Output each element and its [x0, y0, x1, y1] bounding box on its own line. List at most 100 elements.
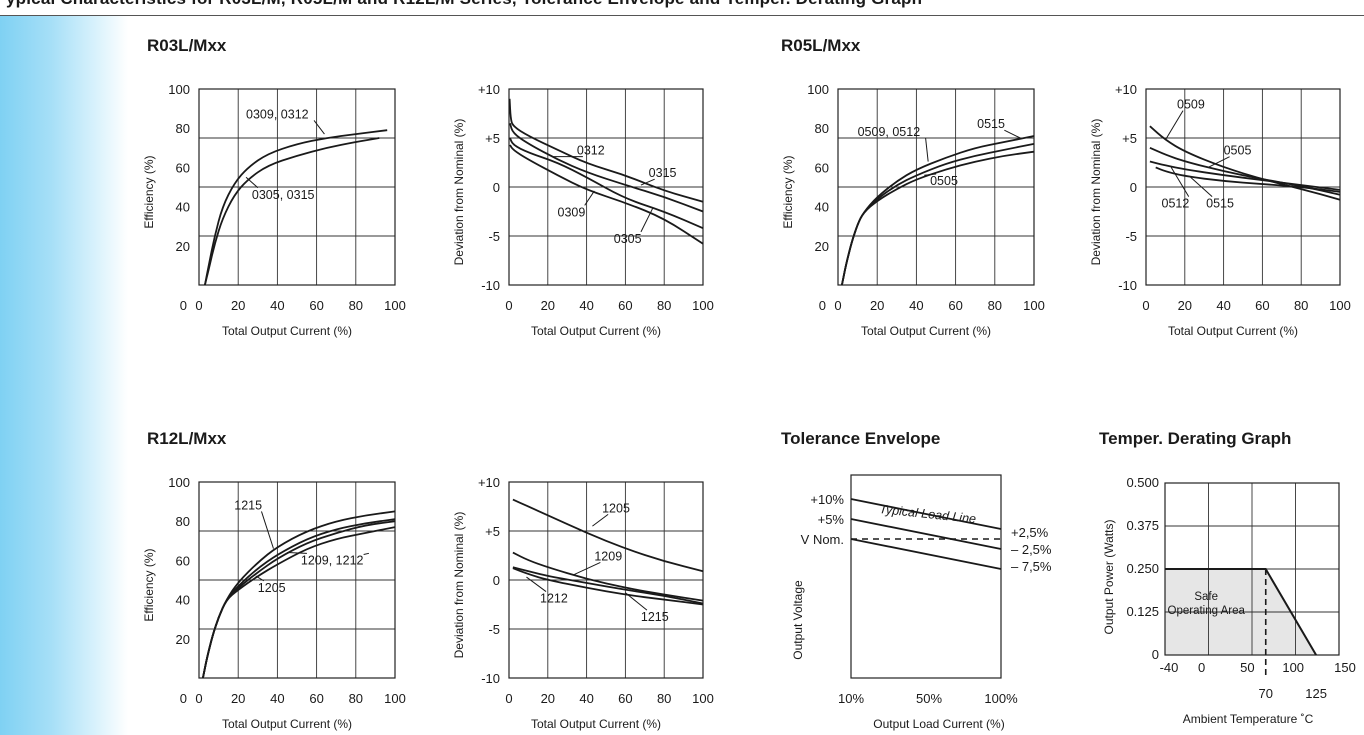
r05-dev-leader-1 [1207, 156, 1230, 168]
r12-dev-frame [508, 481, 704, 679]
r12-dev-xtick: 0 [505, 691, 512, 706]
r03-dev-xtick: 60 [618, 298, 632, 313]
r03-eff-xlabel: Total Output Current (%) [222, 324, 352, 338]
r03-dev-series-2 [509, 137, 704, 230]
derating-ytick: 0.500 [1126, 475, 1159, 490]
r12-dev-leader-1 [572, 561, 601, 576]
r12-eff-ytick: 40 [176, 593, 190, 608]
r03-dev-xtick: 40 [579, 298, 593, 313]
r05-eff-ytick: 20 [815, 239, 829, 254]
r12-dev-xtick: 20 [541, 691, 555, 706]
tolerance-annotation: Typical Load Line [879, 502, 977, 526]
r05-eff-leader-0 [1004, 129, 1021, 139]
tolerance-series-2 [850, 538, 1002, 570]
r03-eff-ytick: 80 [176, 121, 190, 136]
r05-eff-frame [837, 88, 1035, 286]
r03-dev-series-0 [508, 98, 704, 203]
r12-dev-leader-0 [592, 513, 609, 527]
tolerance-left-label: V Nom. [801, 532, 844, 547]
r12-dev-ytick: +5 [485, 524, 500, 539]
r05-dev-xtick: 40 [1216, 298, 1230, 313]
r05-dev-ytick: -10 [1118, 278, 1137, 293]
r05-dev-series-0 [1149, 125, 1341, 201]
r05-eff-leader-2 [924, 173, 937, 176]
derating-xtick: 0 [1198, 660, 1205, 675]
r03-dev-leader-1 [640, 178, 655, 186]
r12-dev-annotation-1: 1209 [594, 549, 622, 563]
section-title-r12: R12L/Mxx [147, 429, 227, 448]
r12-dev-series-2 [512, 566, 704, 605]
r12-dev-ytick: -5 [488, 622, 500, 637]
r05-dev-xtick: 80 [1294, 298, 1308, 313]
derating-xtick: -40 [1160, 660, 1179, 675]
r12-dev-xtick: 40 [579, 691, 593, 706]
r12-dev-series-3 [512, 567, 704, 606]
r03-eff-leader-1 [245, 176, 259, 189]
r03-eff-series-1 [204, 137, 380, 286]
tolerance-right-label: – 7,5% [1011, 559, 1052, 574]
r05-dev-ytick: 0 [1130, 180, 1137, 195]
r05-eff-xtick: 40 [909, 298, 923, 313]
r05-eff-ytick: 60 [815, 160, 829, 175]
r05-dev-ytick: -5 [1125, 229, 1137, 244]
r05-eff-series-2 [841, 150, 1035, 286]
r12-dev-series-1 [512, 551, 704, 602]
r03-eff-xtick: 0 [195, 298, 202, 313]
tolerance-xtick: 50% [916, 691, 942, 706]
derating-xlabel: Ambient Temperature ˚C [1183, 712, 1314, 726]
r03-eff-ytick: 60 [176, 160, 190, 175]
tolerance-frame [850, 474, 1002, 679]
r03-dev-leader-2 [584, 190, 595, 206]
top-heading-strip: ypical Characteristics for R03L/M, R05L/… [0, 0, 1364, 16]
r05-dev-annotation-1: 0505 [1224, 144, 1252, 158]
r03-eff-xtick: 80 [349, 298, 363, 313]
r05-dev-xlabel: Total Output Current (%) [1168, 324, 1298, 338]
r12-dev-ylabel: Deviation from Nominal (%) [452, 512, 466, 659]
section-title-r05: R05L/Mxx [781, 36, 861, 55]
r03-eff-ylabel: Efficiency (%) [142, 155, 156, 228]
r05-eff-xtick: 20 [870, 298, 884, 313]
r05-dev-annotation-2: 0512 [1162, 197, 1190, 211]
r12-eff-series-2 [202, 520, 396, 679]
r03-dev-annotation-3: 0305 [614, 232, 642, 246]
r05-eff-series-1 [841, 143, 1035, 286]
r03-eff-series-0 [204, 129, 388, 286]
r03-eff-xtick: 20 [231, 298, 245, 313]
derating-xtick-bottom: 125 [1305, 686, 1327, 701]
r12-eff-series-3 [202, 526, 396, 679]
r05-dev-annotation-3: 0515 [1206, 197, 1234, 211]
r03-eff-frame [198, 88, 396, 286]
section-title-derating: Temper. Derating Graph [1099, 429, 1292, 448]
r05-dev-xtick: 0 [1142, 298, 1149, 313]
r12-eff-series-1 [202, 518, 396, 679]
r03-dev-ytick: 0 [493, 180, 500, 195]
derating-xtick: 100 [1282, 660, 1304, 675]
top-divider [0, 15, 1364, 16]
r12-dev-xtick: 80 [657, 691, 671, 706]
r12-eff-frame [198, 481, 396, 679]
r03-dev-xtick: 20 [541, 298, 555, 313]
r12-dev-annotation-3: 1215 [641, 610, 669, 624]
r12-dev-ytick: +10 [478, 475, 500, 490]
r05-eff-annotation-0: 0515 [977, 117, 1005, 131]
r03-eff-xtick: 60 [309, 298, 323, 313]
r03-dev-ytick: -5 [488, 229, 500, 244]
derating-xtick-bottom: 70 [1259, 686, 1273, 701]
r12-eff-xtick: 40 [270, 691, 284, 706]
tolerance-right-label: +2,5% [1011, 525, 1049, 540]
r05-eff-series-0 [841, 135, 1035, 286]
r05-dev-frame [1145, 88, 1341, 286]
r05-dev-ytick: +5 [1122, 131, 1137, 146]
r05-eff-ylabel: Efficiency (%) [781, 155, 795, 228]
r12-dev-leader-3 [625, 592, 648, 611]
derating-ytick: 0.125 [1126, 604, 1159, 619]
r12-dev-series-0 [512, 498, 704, 573]
r12-eff-ylabel: Efficiency (%) [142, 548, 156, 621]
r03-dev-xtick: 80 [657, 298, 671, 313]
r03-eff-leader-0 [313, 120, 325, 135]
r12-dev-annotation-2: 1212 [540, 592, 568, 606]
r05-eff-leader-1 [925, 137, 929, 162]
r03-dev-series-3 [509, 144, 704, 245]
tolerance-series-0 [850, 498, 1002, 530]
